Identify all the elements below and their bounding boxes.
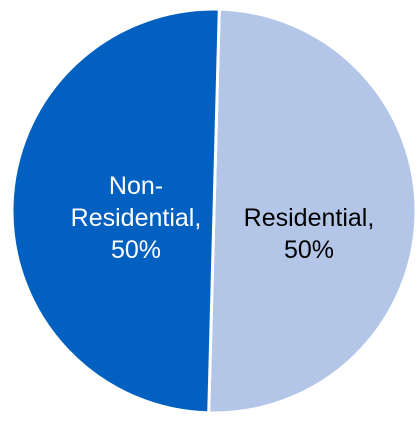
slice-label-line: Residential, (71, 204, 202, 232)
pie-slices (10, 7, 418, 415)
pie-slice-residential (207, 7, 418, 415)
slice-label-line: Residential, (244, 204, 375, 232)
pie-slice-non-residential (10, 7, 221, 415)
slice-label-residential: Residential, 50% (244, 204, 375, 264)
slice-label-line: 50% (284, 236, 334, 264)
slice-label-non-residential: Non- Residential, 50% (71, 172, 202, 264)
slice-label-line: 50% (111, 236, 161, 264)
pie-labels: Residential, 50% Non- Residential, 50% (71, 172, 375, 264)
slice-label-line: Non- (109, 172, 163, 200)
